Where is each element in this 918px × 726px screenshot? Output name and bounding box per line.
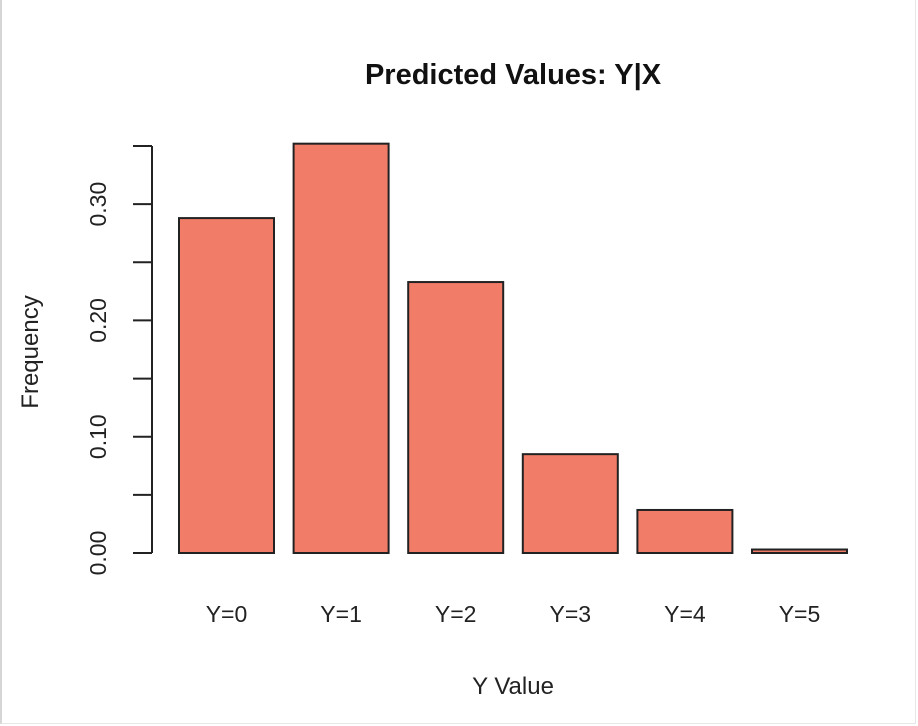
y-tick-label: 0.10: [85, 414, 111, 459]
bar-y5: [751, 548, 848, 554]
x-tick-label: Y=3: [550, 601, 592, 627]
y-tick-label: 0.00: [85, 531, 111, 576]
x-tick-label: Y=1: [320, 601, 362, 627]
x-tick-label: Y=4: [664, 601, 706, 627]
chart-title: Predicted Values: Y|X: [365, 59, 662, 91]
bar-y4: [636, 508, 734, 554]
y-axis-label: Frequency: [17, 295, 44, 408]
x-tick-label: Y=0: [206, 601, 248, 627]
x-tick-label: Y=2: [435, 601, 477, 627]
y-tick-label: 0.20: [85, 298, 111, 343]
x-tick-label: Y=5: [779, 601, 821, 627]
x-axis-categories: Y=0 Y=1 Y=2 Y=3 Y=4 Y=5: [206, 601, 821, 627]
y-axis: 0.00 0.10 0.20 0.30: [85, 145, 153, 576]
bar-y0: [178, 217, 275, 554]
bars: [178, 142, 848, 554]
y-tick-label: 0.30: [85, 182, 111, 227]
bar-y2: [407, 281, 505, 554]
bar-y1: [292, 142, 390, 554]
bar-y3: [521, 453, 619, 554]
x-axis-label: Y Value: [472, 673, 554, 700]
